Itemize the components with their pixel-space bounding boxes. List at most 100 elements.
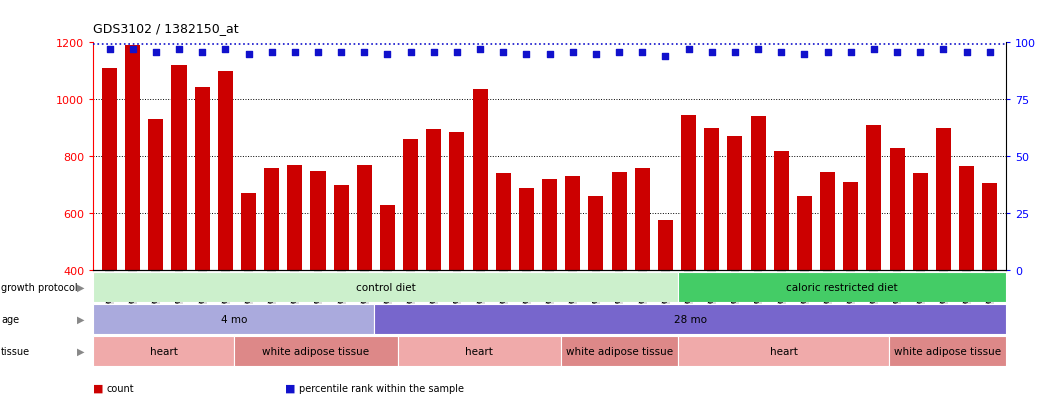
Bar: [820, 173, 835, 271]
Bar: [426, 130, 442, 271]
Bar: [612, 173, 626, 271]
Text: ■: ■: [285, 383, 296, 393]
Bar: [751, 117, 765, 271]
Text: tissue: tissue: [1, 346, 30, 356]
Point: [518, 51, 535, 58]
Bar: [889, 336, 1006, 366]
Point: [541, 51, 558, 58]
Point: [449, 49, 466, 56]
Text: percentile rank within the sample: percentile rank within the sample: [299, 383, 464, 393]
Bar: [542, 180, 557, 271]
Point: [634, 49, 650, 56]
Point: [147, 49, 164, 56]
Bar: [334, 185, 348, 271]
Bar: [357, 166, 372, 271]
Text: 4 mo: 4 mo: [221, 314, 247, 324]
Text: ▶: ▶: [77, 346, 85, 356]
Point: [703, 49, 720, 56]
Point: [263, 49, 280, 56]
Bar: [635, 169, 650, 271]
Text: heart: heart: [466, 346, 494, 356]
Bar: [102, 69, 117, 271]
Point: [356, 49, 372, 56]
Point: [981, 49, 998, 56]
Point: [402, 49, 419, 56]
Bar: [287, 166, 303, 271]
Text: control diet: control diet: [356, 282, 416, 292]
Text: heart: heart: [149, 346, 177, 356]
Bar: [913, 174, 928, 271]
Bar: [380, 205, 395, 271]
Bar: [518, 188, 534, 271]
Point: [773, 49, 789, 56]
Bar: [704, 128, 720, 271]
Point: [102, 47, 118, 53]
Bar: [93, 336, 233, 366]
Bar: [125, 46, 140, 271]
Bar: [657, 221, 673, 271]
Point: [564, 49, 581, 56]
Text: GDS3102 / 1382150_at: GDS3102 / 1382150_at: [93, 22, 239, 35]
Text: caloric restricted diet: caloric restricted diet: [786, 282, 898, 292]
Bar: [774, 151, 789, 271]
Bar: [678, 273, 1006, 302]
Point: [912, 49, 928, 56]
Point: [750, 47, 766, 53]
Bar: [565, 177, 581, 271]
Bar: [397, 336, 561, 366]
Point: [380, 51, 396, 58]
Bar: [796, 197, 812, 271]
Bar: [959, 167, 974, 271]
Bar: [171, 66, 187, 271]
Bar: [93, 304, 374, 334]
Bar: [843, 183, 859, 271]
Text: count: count: [107, 383, 135, 393]
Point: [217, 47, 233, 53]
Bar: [233, 336, 397, 366]
Bar: [473, 90, 487, 271]
Bar: [148, 120, 164, 271]
Point: [819, 49, 836, 56]
Bar: [93, 273, 678, 302]
Text: ■: ■: [93, 383, 104, 393]
Point: [495, 49, 511, 56]
Point: [889, 49, 905, 56]
Text: white adipose tissue: white adipose tissue: [566, 346, 673, 356]
Point: [842, 49, 859, 56]
Point: [796, 51, 813, 58]
Point: [680, 47, 697, 53]
Point: [611, 49, 627, 56]
Text: white adipose tissue: white adipose tissue: [894, 346, 1001, 356]
Point: [935, 47, 952, 53]
Bar: [310, 171, 326, 271]
Bar: [241, 194, 256, 271]
Point: [866, 47, 882, 53]
Bar: [195, 88, 209, 271]
Point: [241, 51, 257, 58]
Point: [333, 49, 349, 56]
Bar: [866, 126, 881, 271]
Point: [425, 49, 442, 56]
Text: ▶: ▶: [77, 314, 85, 324]
Bar: [935, 128, 951, 271]
Point: [472, 47, 488, 53]
Text: 28 mo: 28 mo: [673, 314, 706, 324]
Text: ▶: ▶: [77, 282, 85, 292]
Text: white adipose tissue: white adipose tissue: [262, 346, 369, 356]
Bar: [982, 184, 998, 271]
Text: growth protocol: growth protocol: [1, 282, 78, 292]
Bar: [374, 304, 1006, 334]
Point: [194, 49, 211, 56]
Bar: [403, 140, 418, 271]
Bar: [264, 169, 279, 271]
Bar: [449, 133, 465, 271]
Bar: [681, 116, 696, 271]
Bar: [727, 137, 742, 271]
Bar: [890, 148, 904, 271]
Point: [657, 54, 674, 60]
Point: [588, 51, 605, 58]
Bar: [218, 72, 233, 271]
Point: [958, 49, 975, 56]
Bar: [561, 336, 678, 366]
Bar: [496, 174, 511, 271]
